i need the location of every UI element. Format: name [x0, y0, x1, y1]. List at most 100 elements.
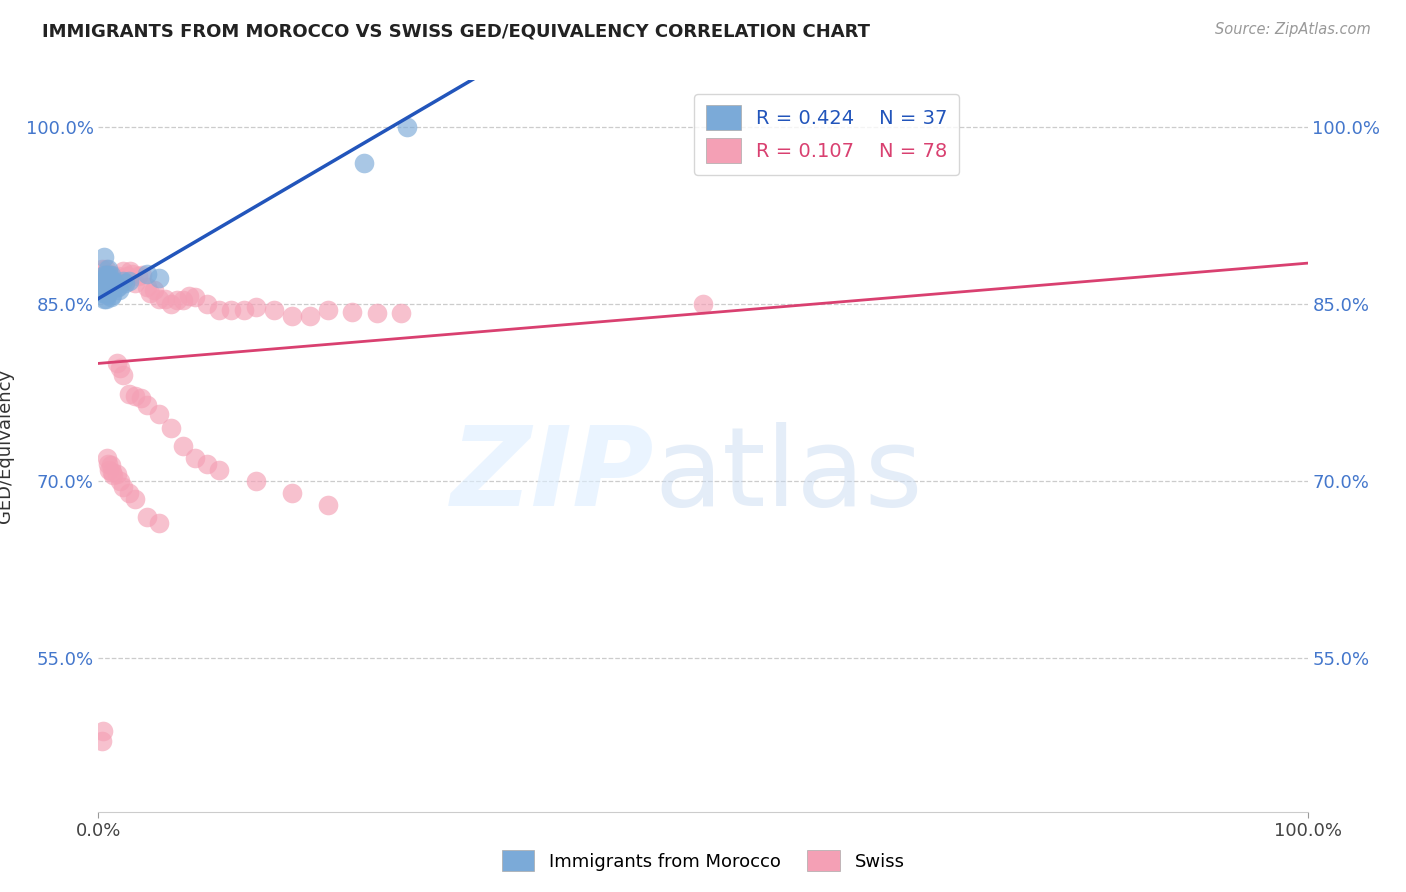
Point: [139, 285, 162, 300]
Point: [135, 267, 157, 281]
Point: [124, 389, 146, 403]
Legend: R = 0.424    N = 37, R = 0.107    N = 78: R = 0.424 N = 37, R = 0.107 N = 78: [695, 94, 959, 175]
Point: [100, 276, 122, 290]
Point: [93, 268, 115, 282]
Point: [96, 450, 118, 465]
Point: [103, 279, 125, 293]
Point: [118, 264, 141, 278]
Point: [91, 285, 114, 300]
Point: [148, 271, 170, 285]
Point: [118, 387, 141, 401]
Point: [232, 303, 254, 318]
Point: [91, 274, 114, 288]
Text: Source: ZipAtlas.com: Source: ZipAtlas.com: [1215, 22, 1371, 37]
Point: [101, 276, 124, 290]
Point: [96, 268, 118, 282]
Point: [692, 297, 714, 311]
Point: [135, 279, 157, 293]
Point: [97, 285, 120, 300]
Point: [135, 509, 157, 524]
Point: [97, 267, 120, 281]
Point: [100, 288, 122, 302]
Point: [342, 304, 364, 318]
Point: [101, 468, 124, 483]
Point: [172, 293, 194, 307]
Point: [97, 457, 120, 471]
Point: [148, 407, 170, 421]
Point: [93, 292, 115, 306]
Point: [104, 276, 127, 290]
Point: [316, 498, 339, 512]
Point: [94, 268, 117, 282]
Point: [91, 274, 114, 288]
Point: [93, 268, 115, 282]
Point: [100, 458, 122, 472]
Point: [118, 486, 141, 500]
Point: [118, 274, 141, 288]
Point: [96, 285, 118, 300]
Point: [245, 300, 267, 314]
Point: [91, 724, 114, 739]
Point: [105, 274, 128, 288]
Point: [129, 391, 152, 405]
Point: [148, 292, 170, 306]
Point: [96, 288, 118, 302]
Point: [101, 274, 124, 288]
Point: [91, 262, 114, 277]
Point: [108, 475, 131, 489]
Text: ZIP: ZIP: [451, 422, 655, 529]
Point: [91, 274, 114, 288]
Point: [100, 465, 122, 479]
Point: [114, 274, 136, 288]
Point: [366, 306, 388, 320]
Text: atlas: atlas: [655, 422, 924, 529]
Point: [96, 279, 118, 293]
Point: [281, 486, 304, 500]
Point: [111, 368, 134, 383]
Y-axis label: GED/Equivalency: GED/Equivalency: [0, 369, 14, 523]
Point: [299, 310, 322, 324]
Point: [245, 475, 267, 489]
Point: [117, 269, 139, 284]
Point: [98, 268, 121, 282]
Point: [108, 274, 131, 288]
Point: [172, 439, 194, 453]
Point: [114, 276, 136, 290]
Point: [93, 279, 115, 293]
Point: [108, 361, 131, 376]
Point: [97, 274, 120, 288]
Text: IMMIGRANTS FROM MOROCCO VS SWISS GED/EQUIVALENCY CORRELATION CHART: IMMIGRANTS FROM MOROCCO VS SWISS GED/EQU…: [42, 22, 870, 40]
Point: [100, 268, 122, 282]
Point: [100, 274, 122, 288]
Point: [98, 462, 121, 476]
Point: [93, 250, 115, 264]
Point: [127, 269, 149, 284]
Point: [97, 262, 120, 277]
Point: [105, 467, 128, 482]
Point: [100, 279, 122, 293]
Point: [143, 283, 166, 297]
Point: [100, 290, 122, 304]
Point: [111, 264, 134, 278]
Legend: Immigrants from Morocco, Swiss: Immigrants from Morocco, Swiss: [495, 843, 911, 879]
Point: [98, 274, 121, 288]
Point: [94, 292, 117, 306]
Point: [91, 734, 114, 748]
Point: [107, 279, 129, 293]
Point: [105, 356, 128, 370]
Point: [121, 267, 143, 281]
Point: [281, 310, 304, 324]
Point: [98, 283, 121, 297]
Point: [316, 303, 339, 318]
Point: [148, 516, 170, 530]
Point: [263, 303, 285, 318]
Point: [160, 421, 183, 435]
Point: [195, 297, 218, 311]
Point: [96, 274, 118, 288]
Point: [195, 457, 218, 471]
Point: [105, 279, 128, 293]
Point: [103, 269, 125, 284]
Point: [179, 289, 201, 303]
Point: [389, 306, 412, 320]
Point: [100, 268, 122, 282]
